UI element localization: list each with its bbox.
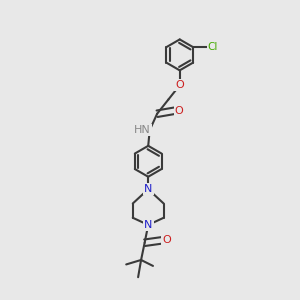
Text: O: O: [175, 80, 184, 90]
Text: N: N: [144, 220, 152, 230]
Text: O: O: [162, 236, 171, 245]
Text: O: O: [175, 106, 184, 116]
Text: HN: HN: [134, 125, 151, 135]
Text: Cl: Cl: [208, 42, 218, 52]
Text: N: N: [144, 184, 152, 194]
